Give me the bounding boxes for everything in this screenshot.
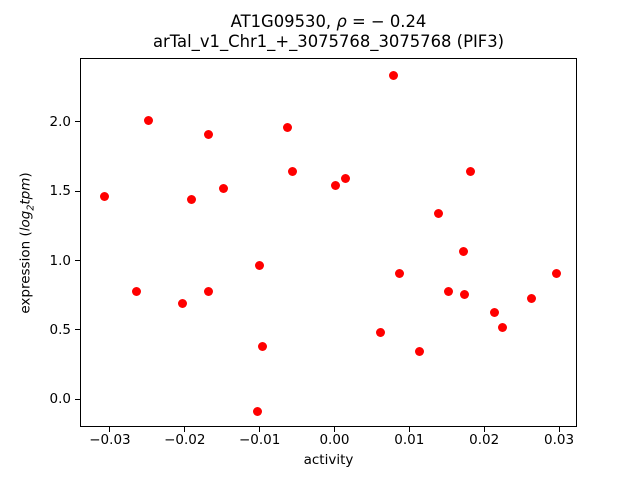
ylabel-log-sub: 2 [25, 204, 37, 211]
data-point [551, 269, 561, 279]
x-tick-mark [184, 427, 186, 432]
data-point [395, 269, 405, 279]
ylabel-close-paren: ) [17, 172, 34, 178]
ylabel-tpm: tpm [17, 177, 34, 205]
data-point [497, 323, 507, 333]
y-tick-label: 1.5 [49, 183, 71, 200]
data-point [258, 341, 268, 351]
data-point [203, 129, 213, 139]
y-tick-label: 0.0 [49, 391, 71, 408]
y-tick-label: 1.0 [49, 252, 71, 269]
y-tick-label: 2.0 [49, 113, 71, 130]
x-axis-label: activity [303, 452, 354, 468]
data-point [204, 287, 214, 297]
y-tick-label: 0.5 [49, 321, 71, 338]
x-tick-label: −0.03 [89, 432, 131, 448]
data-point [330, 180, 340, 190]
x-tick-mark [109, 427, 111, 432]
title-gene-id: AT1G09530, [230, 12, 337, 31]
data-point [218, 183, 228, 193]
plot-area [80, 58, 577, 427]
chart-title-block: AT1G09530, ρ = − 0.24 arTal_v1_Chr1_+_30… [80, 12, 577, 52]
data-point [375, 327, 385, 337]
data-point [287, 166, 297, 176]
data-point [340, 173, 350, 183]
x-tick-label: −0.01 [238, 432, 281, 448]
data-point [433, 208, 443, 218]
x-tick-label: 0.01 [394, 432, 425, 448]
data-point [527, 294, 537, 304]
title-rho-value: = − 0.24 [346, 12, 427, 31]
data-point [460, 290, 470, 300]
data-point [283, 122, 293, 132]
data-point [253, 406, 263, 416]
chart-subtitle: arTal_v1_Chr1_+_3075768_3075768 (PIF3) [152, 32, 505, 51]
data-point [178, 298, 188, 308]
data-point [100, 191, 110, 201]
x-tick-label: 0.02 [469, 432, 500, 448]
y-tick-mark [75, 398, 80, 400]
ylabel-text: expression ( [17, 231, 34, 314]
x-tick-mark [483, 427, 485, 432]
data-point [444, 287, 453, 297]
x-tick-label: −0.02 [164, 432, 206, 448]
data-point [489, 308, 499, 318]
data-point [458, 247, 468, 257]
x-tick-mark [408, 427, 410, 432]
x-tick-mark [333, 427, 335, 432]
data-point [465, 166, 475, 176]
y-tick-mark [75, 190, 80, 192]
x-tick-mark [558, 427, 560, 432]
data-point [143, 115, 153, 125]
data-point [414, 347, 424, 357]
y-tick-mark [75, 260, 80, 261]
y-tick-mark [75, 329, 80, 331]
data-point [388, 71, 398, 81]
y-axis-label: expression (log2tpm) [18, 172, 37, 313]
data-point [254, 261, 264, 271]
x-tick-label: 0.03 [544, 432, 575, 448]
ylabel-log: log [17, 210, 34, 232]
x-tick-label: 0.00 [319, 432, 350, 448]
chart-title: AT1G09530, ρ = − 0.24 [80, 12, 577, 32]
data-point [186, 194, 196, 204]
y-tick-mark [75, 121, 80, 123]
x-tick-mark [259, 427, 261, 432]
rho-symbol: ρ [336, 12, 347, 31]
data-point [131, 287, 141, 297]
